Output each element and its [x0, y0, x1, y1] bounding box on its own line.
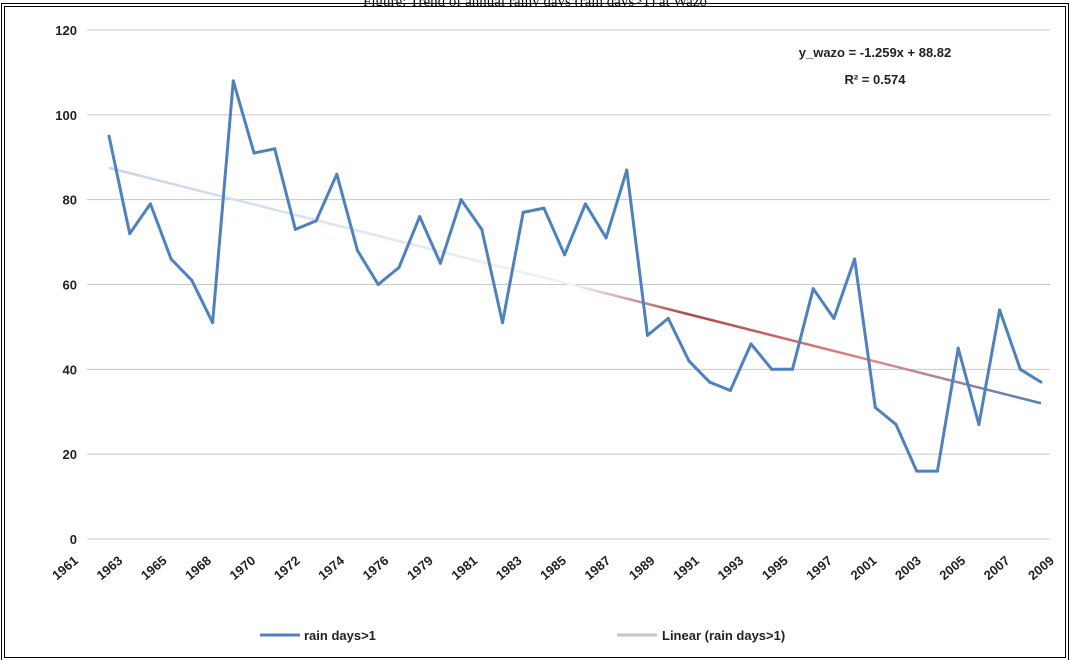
data-point — [645, 333, 649, 337]
x-tick-label: 1961 — [49, 553, 81, 583]
data-point — [190, 278, 194, 282]
y-tick-label: 100 — [55, 108, 77, 123]
x-tick-label: 1989 — [626, 553, 658, 583]
data-point — [211, 321, 215, 325]
data-point — [293, 227, 297, 231]
data-point — [1018, 367, 1022, 371]
x-tick-label: 1983 — [493, 553, 525, 583]
data-point — [1039, 380, 1043, 384]
data-point — [894, 422, 898, 426]
data-point — [935, 469, 939, 473]
data-point — [252, 151, 256, 155]
data-point — [563, 253, 567, 257]
data-point — [376, 283, 380, 286]
x-tick-label: 1985 — [537, 553, 569, 583]
y-tick-label: 0 — [70, 532, 77, 547]
data-point — [770, 367, 774, 371]
data-point — [438, 261, 442, 265]
y-tick-label: 20 — [63, 447, 77, 462]
figure-caption: Figure: Trend of annual rainy days (rain… — [363, 0, 707, 10]
chart-frame: 0 20 40 60 80 100 120 1961 1963 1965 1968 1970 1972… — [1, 3, 1069, 660]
data-point — [749, 342, 753, 346]
data-point — [148, 202, 152, 206]
y-tick-label: 120 — [55, 23, 77, 38]
data-point — [811, 287, 815, 291]
data-point — [687, 359, 691, 363]
data-point — [853, 257, 857, 261]
x-tick-label: 1995 — [759, 553, 791, 583]
data-point — [356, 249, 360, 253]
data-point — [873, 406, 877, 410]
x-tick-label: 2003 — [892, 553, 924, 583]
trend-r-squared: R² = 0.574 — [844, 72, 906, 87]
x-tick-label: 1979 — [404, 553, 436, 583]
legend-series-label: rain days>1 — [304, 628, 376, 643]
data-point — [418, 215, 422, 219]
legend: rain days>1 Linear (rain days>1) — [260, 628, 785, 643]
data-point — [397, 266, 401, 270]
x-tick-label: 2009 — [1025, 553, 1057, 583]
x-tick-label: 1972 — [271, 553, 303, 583]
data-point — [998, 308, 1002, 312]
data-point — [583, 202, 587, 206]
series-line-rain-days — [107, 79, 1042, 473]
data-point — [521, 210, 525, 214]
data-point — [273, 147, 277, 151]
x-tick-label: 1965 — [138, 553, 170, 583]
data-point — [832, 316, 836, 320]
x-tick-label: 1968 — [182, 553, 214, 583]
trend-equation: y_wazo = -1.259x + 88.82 — [799, 45, 952, 60]
data-point — [790, 367, 794, 371]
data-point — [728, 389, 732, 393]
data-point — [107, 134, 111, 138]
x-tick-label: 1970 — [227, 553, 259, 583]
data-point — [915, 469, 919, 473]
y-tick-label: 40 — [63, 362, 77, 377]
x-tick-label: 1991 — [670, 553, 702, 583]
data-point — [459, 198, 463, 202]
data-point — [542, 206, 546, 210]
data-point — [956, 346, 960, 350]
x-tick-label: 1963 — [93, 553, 125, 583]
data-point — [314, 219, 318, 223]
data-point — [501, 321, 505, 325]
data-point — [335, 172, 339, 176]
data-point — [666, 316, 670, 320]
legend-trend-label: Linear (rain days>1) — [662, 628, 785, 643]
x-tick-label: 1987 — [581, 553, 613, 583]
x-tick-label: 2001 — [848, 553, 880, 583]
x-tick-label: 1981 — [448, 553, 480, 583]
data-point — [604, 236, 608, 240]
data-point — [480, 227, 484, 231]
x-tick-label: 2007 — [981, 553, 1013, 583]
data-point — [708, 380, 712, 384]
data-point — [169, 257, 173, 261]
y-tick-label: 60 — [63, 278, 77, 293]
x-tick-label: 1993 — [715, 553, 747, 583]
y-tick-label: 80 — [63, 193, 77, 208]
x-tick-label: 1997 — [803, 553, 835, 583]
rain-days-chart: 0 20 40 60 80 100 120 1961 1963 1965 1968 1970 1972… — [49, 23, 1057, 643]
trendline — [108, 166, 1042, 405]
x-tick-label: 1974 — [315, 552, 347, 583]
data-point — [977, 422, 981, 426]
data-point — [231, 79, 235, 83]
data-point — [128, 232, 132, 236]
x-tick-label: 2005 — [936, 553, 968, 583]
data-point — [625, 168, 629, 172]
x-tick-label: 1976 — [360, 553, 392, 583]
